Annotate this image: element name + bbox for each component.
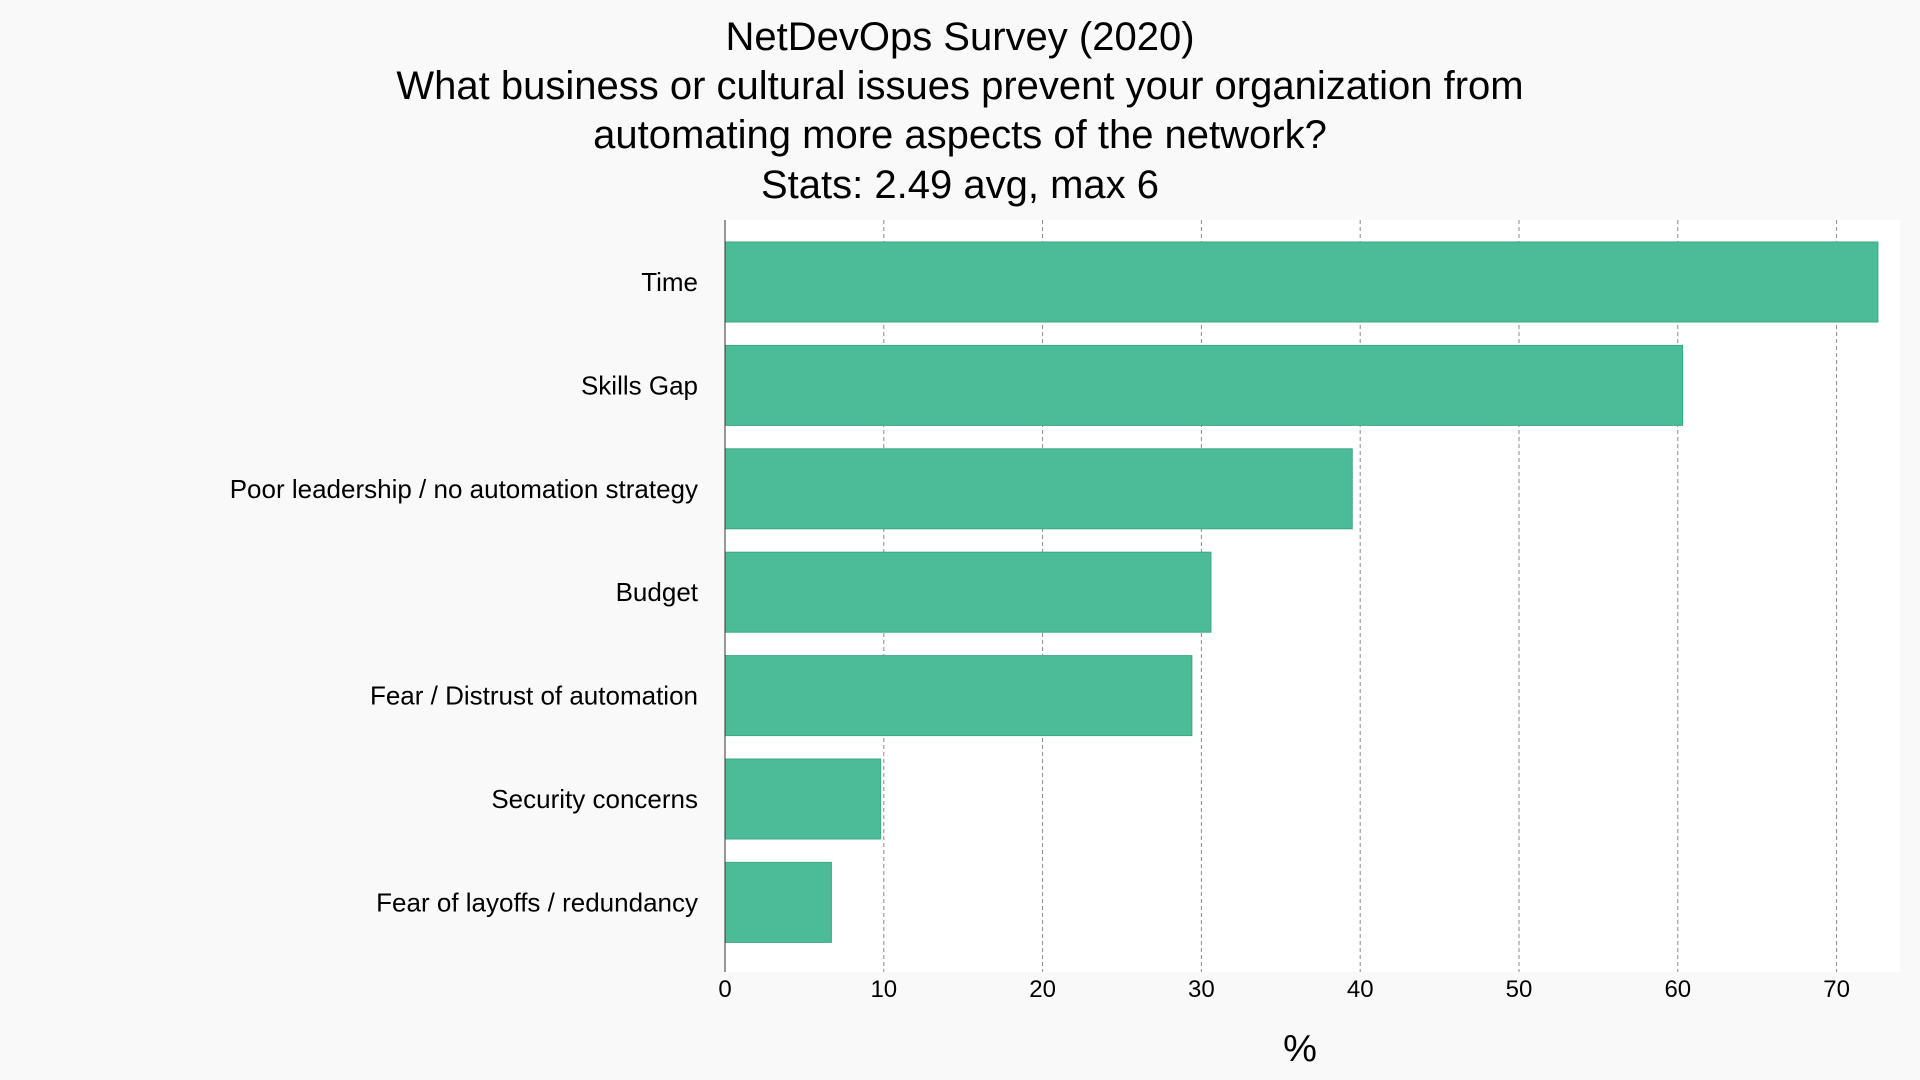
bar (724, 344, 1684, 426)
x-tick-label: 30 (1188, 976, 1215, 1003)
title-line-3: automating more aspects of the network? (593, 113, 1327, 157)
x-tick-label: 50 (1506, 976, 1533, 1003)
category-label: Time (641, 267, 698, 297)
bar (724, 448, 1353, 530)
category-label: Skills Gap (581, 370, 698, 400)
bar (724, 655, 1193, 737)
title-line-4: Stats: 2.49 avg, max 6 (761, 163, 1159, 207)
category-label: Fear / Distrust of automation (370, 681, 698, 711)
x-tick-label: 0 (718, 976, 731, 1003)
category-label: Security concerns (491, 784, 698, 814)
bar (724, 758, 882, 840)
x-tick-label: 20 (1029, 976, 1056, 1003)
x-tick-labels: 0 10 20 30 40 50 60 70 (718, 976, 1850, 1003)
x-axis-label: % (1283, 1028, 1317, 1070)
category-label: Budget (616, 577, 699, 607)
grid-lines (883, 220, 1838, 972)
bar (724, 551, 1212, 633)
category-labels: Time Skills Gap Poor leadership / no autom… (230, 267, 699, 917)
chart-title: NetDevOps Survey (2020) What business or… (396, 15, 1523, 207)
category-label: Poor leadership / no automation strategy (230, 474, 698, 504)
bar (724, 241, 1879, 323)
bars (724, 241, 1879, 943)
title-line-1: NetDevOps Survey (2020) (725, 15, 1194, 59)
x-tick-label: 40 (1347, 976, 1374, 1003)
x-tick-label: 70 (1823, 976, 1850, 1003)
x-tick-label: 60 (1664, 976, 1691, 1003)
category-label: Fear of layoffs / redundancy (376, 887, 698, 917)
bar (724, 861, 832, 943)
x-tick-label: 10 (870, 976, 897, 1003)
title-line-2: What business or cultural issues prevent… (396, 64, 1523, 108)
